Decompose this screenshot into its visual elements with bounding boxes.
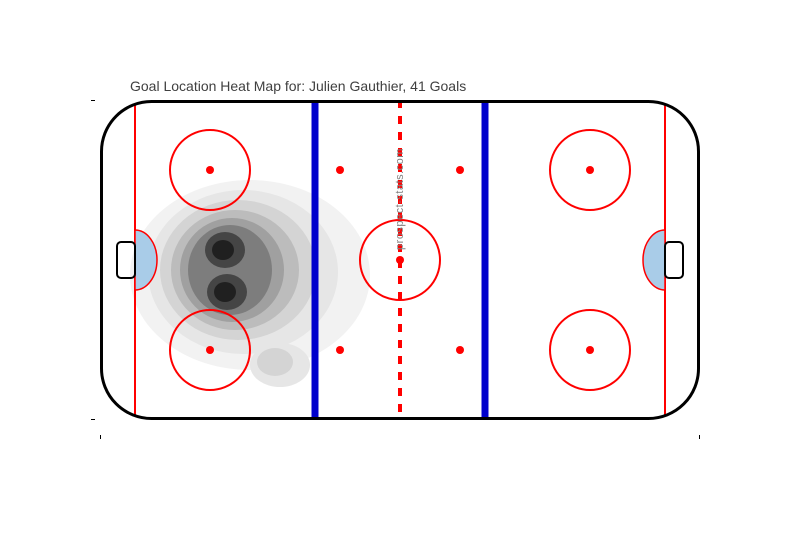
axis-tick [100,435,101,439]
axis-tick [699,435,700,439]
watermark-text: prospect-stats.com [394,148,406,250]
axis-tick [91,100,95,101]
chart-title: Goal Location Heat Map for: Julien Gauth… [130,78,466,94]
chart-container: Goal Location Heat Map for: Julien Gauth… [100,100,700,430]
axis-tick [91,419,95,420]
